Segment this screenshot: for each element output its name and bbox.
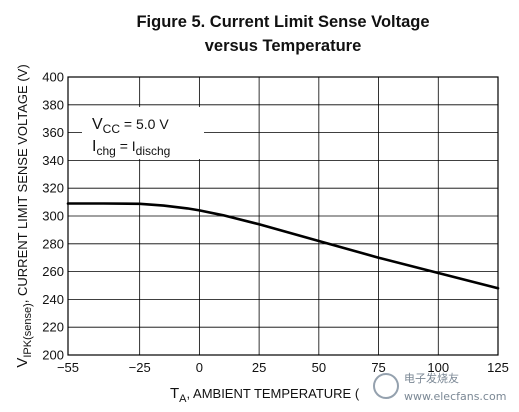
y-tick-label: 220	[42, 320, 64, 335]
x-tick-label: 75	[371, 360, 385, 375]
chart-title-line2: versus Temperature	[205, 37, 362, 55]
series-line	[66, 202, 500, 290]
y-axis-label-text: , CURRENT LIMIT SENSE VOLTAGE (V)	[15, 64, 30, 303]
x-axis-label-text: , AMBIENT TEMPERATURE (	[187, 386, 360, 401]
data-series	[66, 202, 500, 290]
y-axis-label-symbol: V	[14, 358, 31, 368]
watermark-url: www.elecfans.com	[404, 390, 506, 403]
x-axis-label: TA, AMBIENT TEMPERATURE (	[170, 385, 360, 405]
annotation-ichg-sub: chg	[96, 144, 115, 158]
annotation-ichg-main: I	[92, 138, 96, 155]
y-tick-label: 400	[42, 70, 64, 85]
annotation-vcc-rest: = 5.0 V	[120, 116, 169, 132]
chart-title-line1: Figure 5. Current Limit Sense Voltage	[136, 13, 429, 31]
plot-frame	[67, 76, 499, 356]
x-tick-label: 100	[427, 360, 449, 375]
annotation-box	[82, 107, 204, 159]
y-tick-label: 260	[42, 264, 64, 279]
x-tick-label: 125	[487, 360, 509, 375]
x-tick-label: 25	[252, 360, 266, 375]
y-axis-label: VIPK(sense), CURRENT LIMIT SENSE VOLTAGE…	[14, 64, 34, 367]
x-tick-label: −55	[57, 360, 79, 375]
annotation-ichg-sub2: dischg	[136, 144, 171, 158]
annotation-vcc-main: V	[92, 116, 103, 133]
grid-lines	[68, 77, 498, 355]
x-tick-labels: −55 −25 0 25 50 75 100 125	[57, 360, 509, 375]
x-axis-label-sub: A	[179, 393, 187, 405]
x-axis-label-symbol: T	[170, 385, 179, 402]
x-tick-label: −25	[129, 360, 151, 375]
watermark: 电子发烧友 www.elecfans.com	[373, 371, 506, 403]
y-tick-label: 200	[42, 348, 64, 363]
y-tick-label: 280	[42, 236, 64, 251]
y-tick-labels: 200 220 240 260 280 300 320 340 360 380 400	[42, 70, 64, 363]
annotation-vcc: VCC = 5.0 V	[92, 116, 169, 136]
x-tick-label: 50	[312, 360, 326, 375]
y-tick-label: 380	[42, 97, 64, 112]
annotation-ichg: Ichg = Idischg	[92, 138, 170, 158]
y-tick-label: 240	[42, 292, 64, 307]
y-tick-label: 320	[42, 181, 64, 196]
y-axis-label-sub: IPK(sense)	[22, 303, 34, 357]
y-tick-label: 360	[42, 125, 64, 140]
annotation-ichg-eq: = I	[116, 138, 136, 154]
y-tick-label: 300	[42, 209, 64, 224]
watermark-text-cn: 电子发烧友	[404, 371, 459, 385]
x-tick-label: 0	[196, 360, 203, 375]
y-tick-label: 340	[42, 153, 64, 168]
watermark-logo-icon	[373, 373, 399, 399]
annotation-vcc-sub: CC	[103, 122, 121, 136]
